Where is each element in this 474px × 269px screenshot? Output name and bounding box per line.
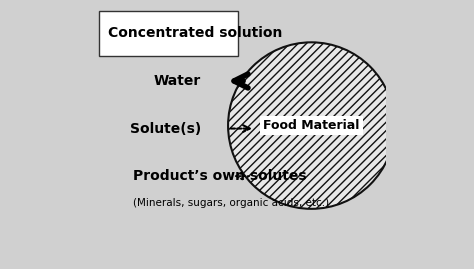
Text: Water: Water (154, 74, 201, 88)
Circle shape (228, 42, 394, 209)
Text: Solute(s): Solute(s) (130, 122, 201, 136)
Text: Food Material: Food Material (263, 119, 359, 132)
Text: (Minerals, sugars, organic acids, etc.): (Minerals, sugars, organic acids, etc.) (133, 198, 329, 208)
FancyBboxPatch shape (84, 0, 390, 269)
Text: Product’s own solutes: Product’s own solutes (133, 169, 307, 183)
Text: Concentrated solution: Concentrated solution (108, 26, 282, 40)
FancyBboxPatch shape (99, 11, 238, 56)
